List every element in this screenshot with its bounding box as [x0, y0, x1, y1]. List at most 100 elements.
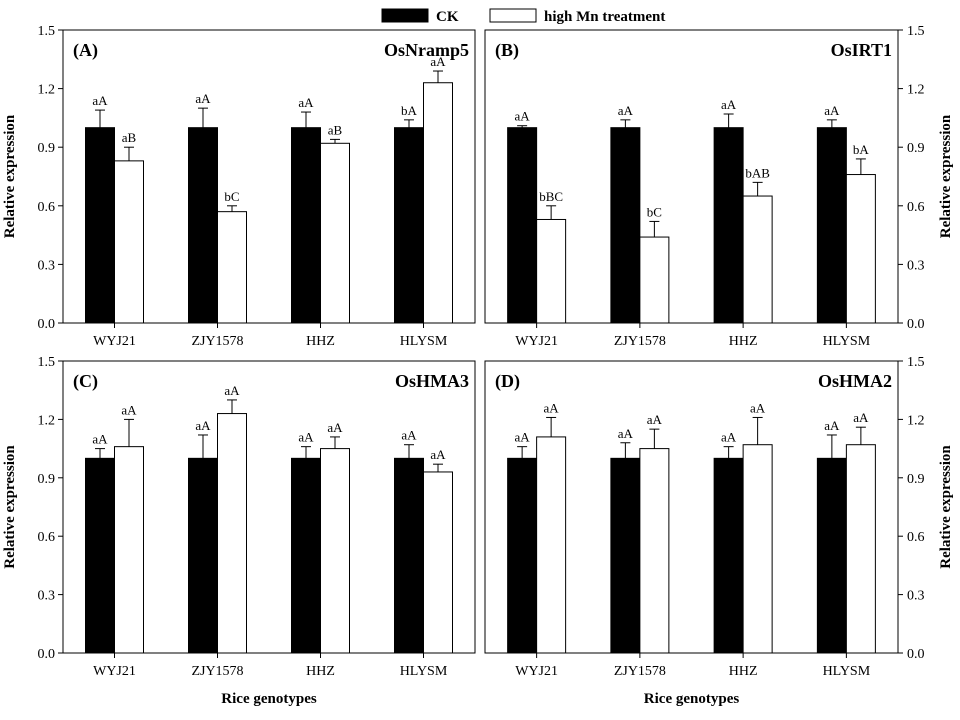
significance-label: aA	[515, 109, 531, 124]
x-tick-label: ZJY1578	[614, 334, 666, 349]
bar-ck	[85, 457, 115, 654]
bar-ck	[816, 457, 847, 654]
significance-label: aA	[721, 97, 737, 112]
y-tick-label: 0.3	[38, 589, 56, 604]
y-axis-label: Relative expression	[2, 114, 18, 238]
chart-panel-4: 0.0 0.3 0.6 0.9 1.2 1.5 Relative expression (D)…	[484, 355, 954, 707]
bar-high-mn	[114, 446, 144, 654]
y-tick-label: 1.2	[38, 413, 56, 428]
significance-label: aA	[750, 400, 766, 415]
y-tick-label: 1.2	[907, 413, 925, 428]
bar-ck	[507, 127, 538, 324]
bar-ck	[713, 457, 744, 654]
x-tick-label: HHZ	[306, 334, 335, 349]
y-tick-label: 0.9	[907, 141, 925, 156]
x-tick-label: ZJY1578	[191, 334, 243, 349]
legend: CK high Mn treatment	[381, 8, 665, 25]
y-tick-label: 1.5	[907, 24, 925, 39]
bar-ck	[713, 127, 744, 324]
significance-label: aA	[430, 54, 446, 69]
panel-label: (A)	[73, 40, 98, 61]
significance-label: aA	[430, 447, 446, 462]
y-tick-label: 0.0	[38, 317, 56, 332]
bar-high-mn	[217, 211, 247, 324]
x-tick-label: WYJ21	[93, 664, 136, 679]
y-tick-label: 0.0	[907, 647, 925, 662]
panels: 0.0 0.3 0.6 0.9 1.2 1.5 Relative expression (A)…	[2, 24, 954, 707]
legend-label-ck: CK	[436, 9, 459, 25]
y-tick-label: 1.5	[907, 355, 925, 370]
bar-high-mn	[536, 436, 567, 654]
bar-ck	[394, 457, 424, 654]
x-tick-label: HHZ	[729, 664, 758, 679]
y-tick-label: 0.6	[38, 530, 56, 545]
x-tick-label: HLYSM	[400, 664, 448, 679]
bar-ck	[291, 127, 321, 324]
significance-label: aA	[515, 430, 531, 445]
x-tick-label: HHZ	[729, 334, 758, 349]
x-tick-label: WYJ21	[93, 334, 136, 349]
bar-high-mn	[217, 413, 247, 654]
plot-frame	[484, 360, 899, 654]
y-tick-label: 1.5	[38, 24, 56, 39]
x-tick-label: WYJ21	[515, 664, 558, 679]
significance-label: aB	[328, 122, 343, 137]
y-tick-label: 0.3	[38, 258, 56, 273]
chart-title: OsHMA2	[818, 371, 892, 391]
significance-label: aA	[853, 410, 869, 425]
x-axis-label: Rice genotypes	[221, 691, 317, 707]
y-tick-label: 1.5	[38, 355, 56, 370]
legend-label-high-mn: high Mn treatment	[544, 9, 665, 25]
bar-ck	[85, 127, 115, 324]
x-tick-label: HLYSM	[823, 664, 871, 679]
chart-panel-2: 0.0 0.3 0.6 0.9 1.2 1.5 Relative expression (B)…	[484, 24, 954, 349]
significance-label: bC	[224, 189, 239, 204]
x-tick-label: HLYSM	[823, 334, 871, 349]
significance-label: bC	[647, 204, 662, 219]
chart-panel-1: 0.0 0.3 0.6 0.9 1.2 1.5 Relative expression (A)…	[2, 24, 476, 349]
significance-label: aA	[298, 430, 314, 445]
y-tick-label: 0.9	[38, 141, 56, 156]
y-tick-label: 0.0	[38, 647, 56, 662]
significance-label: aA	[92, 93, 108, 108]
bar-high-mn	[320, 448, 350, 654]
y-tick-label: 0.9	[38, 472, 56, 487]
bar-high-mn	[742, 444, 773, 654]
significance-label: aA	[824, 418, 840, 433]
bar-high-mn	[423, 82, 453, 324]
bar-ck	[610, 127, 641, 324]
significance-label: aA	[195, 91, 211, 106]
bar-high-mn	[320, 142, 350, 324]
significance-label: aA	[121, 402, 137, 417]
bar-ck	[188, 127, 218, 324]
chart-title: OsNramp5	[384, 40, 469, 60]
bar-ck	[507, 457, 538, 654]
bar-ck	[188, 457, 218, 654]
y-tick-label: 0.0	[907, 317, 925, 332]
chart-title: OsHMA3	[395, 371, 469, 391]
significance-label: aA	[401, 428, 417, 443]
significance-label: bBC	[539, 189, 563, 204]
chart-panel-3: 0.0 0.3 0.6 0.9 1.2 1.5 Relative expression (C)…	[2, 355, 476, 707]
bar-high-mn	[114, 160, 144, 324]
bar-high-mn	[536, 218, 567, 324]
significance-label: aA	[721, 430, 737, 445]
plot-frame	[484, 29, 899, 324]
x-tick-label: WYJ21	[515, 334, 558, 349]
significance-label: bAB	[745, 165, 770, 180]
significance-label: aA	[224, 383, 240, 398]
x-tick-label: HHZ	[306, 664, 335, 679]
bar-ck	[291, 457, 321, 654]
panel-label: (B)	[495, 40, 519, 61]
bar-ck	[610, 457, 641, 654]
significance-label: bA	[853, 142, 870, 157]
x-axis-label: Rice genotypes	[644, 691, 740, 707]
y-axis-label: Relative expression	[2, 445, 18, 569]
y-tick-label: 0.3	[907, 258, 925, 273]
y-axis-label: Relative expression	[938, 114, 954, 238]
y-tick-label: 1.2	[38, 83, 56, 98]
significance-label: aA	[327, 420, 343, 435]
y-tick-label: 0.6	[907, 200, 925, 215]
bar-high-mn	[639, 236, 670, 324]
